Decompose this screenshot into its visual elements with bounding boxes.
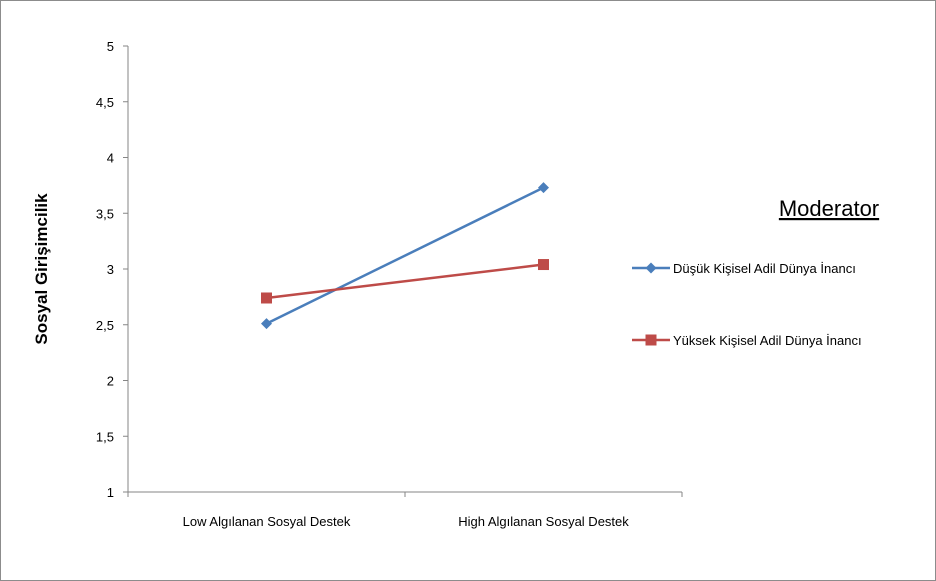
- series-2-point: [538, 259, 549, 271]
- y-tick-label: 5: [107, 39, 114, 54]
- series-line-2: [266, 263, 544, 300]
- legend-title: Moderator: [779, 196, 879, 221]
- y-tick-label: 1: [107, 485, 114, 500]
- x-tick-label: High Algılanan Sosyal Destek: [458, 514, 629, 529]
- y-tick-label: 3: [107, 262, 114, 277]
- legend-marker-2: [645, 334, 657, 346]
- x-tick-label: Low Algılanan Sosyal Destek: [183, 514, 351, 529]
- series-1-point: [538, 182, 549, 194]
- y-axis-ticks: 1 1,5 2 2,5 3 3,5 4 4,5 5: [96, 39, 128, 500]
- legend-label-2: Yüksek Kişisel Adil Dünya İnancı: [673, 333, 862, 348]
- y-tick-label: 2,5: [96, 318, 114, 333]
- series-2-point: [261, 292, 272, 304]
- y-tick-label: 2: [107, 374, 114, 389]
- legend: Düşük Kişisel Adil Dünya İnancı Yüksek Ki…: [632, 261, 862, 348]
- y-tick-label: 4: [107, 151, 114, 166]
- legend-label-1: Düşük Kişisel Adil Dünya İnancı: [673, 261, 856, 276]
- x-axis-ticks: Low Algılanan Sosyal Destek High Algılana…: [127, 492, 683, 529]
- series-layer: [261, 182, 549, 330]
- legend-marker-1: [645, 262, 657, 274]
- y-tick-label: 4,5: [96, 95, 114, 110]
- series-line-1: [265, 186, 545, 325]
- y-tick-label: 1,5: [96, 429, 114, 444]
- y-axis-label: Sosyal Girişimcilik: [32, 193, 51, 345]
- y-tick-label: 3,5: [96, 206, 114, 221]
- series-1-point: [261, 318, 272, 330]
